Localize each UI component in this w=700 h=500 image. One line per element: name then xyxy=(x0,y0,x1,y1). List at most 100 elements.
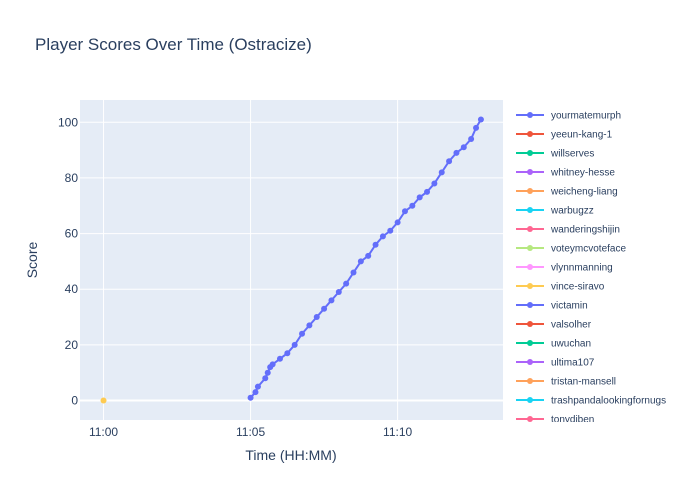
legend-label: wanderingshijin xyxy=(550,225,620,236)
grid-lines xyxy=(80,100,503,420)
legend-swatch-marker xyxy=(527,397,533,403)
y-tick-label: 40 xyxy=(65,282,79,296)
legend-item-ultima107[interactable]: ultima107 xyxy=(516,358,595,369)
data-point-yourmatemurph xyxy=(264,369,271,376)
data-point-yourmatemurph xyxy=(431,180,438,187)
legend-label: trashpandalookingfornugs xyxy=(551,396,666,407)
legend-item-weicheng-liang[interactable]: weicheng-liang xyxy=(516,187,618,198)
data-point-yourmatemurph xyxy=(252,389,259,396)
x-tick-label: 11:10 xyxy=(383,425,412,439)
data-point-yourmatemurph xyxy=(291,341,298,348)
legend-swatch-marker xyxy=(527,340,533,346)
data-point-yourmatemurph xyxy=(350,269,357,276)
y-axis-ticks: 0 20 40 60 80 100 xyxy=(58,115,78,407)
legend-item-trashpandalookingfornugs[interactable]: trashpandalookingfornugs xyxy=(516,396,666,407)
y-tick-label: 80 xyxy=(65,171,79,185)
data-point-yourmatemurph xyxy=(468,135,475,142)
data-point-yourmatemurph xyxy=(394,219,401,226)
data-point-yourmatemurph xyxy=(335,289,342,295)
legend-label: weicheng-liang xyxy=(550,187,618,198)
legend-label: vlynnmanning xyxy=(551,263,613,274)
legend-item-victamin[interactable]: victamin xyxy=(516,301,588,312)
legend-item-uwuchan[interactable]: uwuchan xyxy=(516,339,591,350)
legend-swatch-marker xyxy=(527,378,533,384)
legend-label: valsolher xyxy=(551,320,592,331)
data-point-yourmatemurph xyxy=(306,322,313,329)
data-point-yourmatemurph xyxy=(328,297,335,304)
y-tick-label: 0 xyxy=(71,394,78,408)
y-tick-label: 100 xyxy=(58,115,78,129)
legend-swatch-marker xyxy=(527,150,533,156)
legend-label: uwuchan xyxy=(551,339,591,350)
legend-item-warbugzz[interactable]: warbugzz xyxy=(516,206,594,217)
data-point-yourmatemurph xyxy=(276,355,283,362)
legend-swatch-marker xyxy=(527,207,533,213)
x-axis-ticks: 11:00 11:05 11:10 xyxy=(89,425,413,439)
data-point-yourmatemurph xyxy=(473,124,480,131)
legend[interactable]: yourmatemurph yeeun-kang-1 willserves whitn… xyxy=(516,111,666,426)
legend-swatch-marker xyxy=(527,245,533,251)
legend-item-valsolher[interactable]: valsolher xyxy=(516,320,592,331)
plot-area xyxy=(80,100,503,420)
data-point-yourmatemurph xyxy=(424,188,431,195)
y-tick-label: 60 xyxy=(65,227,79,241)
legend-item-tristan-mansell[interactable]: tristan-mansell xyxy=(516,377,616,388)
data-point-yourmatemurph xyxy=(438,169,445,176)
legend-item-willserves[interactable]: willserves xyxy=(516,149,594,160)
legend-swatch-marker xyxy=(527,131,533,137)
data-point-yourmatemurph xyxy=(372,241,379,248)
data-point-vince-siravo xyxy=(100,397,107,404)
data-point-yourmatemurph xyxy=(357,258,364,265)
legend-swatch-marker xyxy=(527,188,533,194)
legend-label: whitney-hesse xyxy=(550,168,615,179)
data-point-yourmatemurph xyxy=(379,233,386,240)
data-point-yourmatemurph xyxy=(269,361,276,368)
legend-label: victamin xyxy=(551,301,588,312)
legend-label: ultima107 xyxy=(551,358,595,369)
data-point-yourmatemurph xyxy=(254,383,261,390)
legend-label: yourmatemurph xyxy=(551,111,621,122)
legend-item-whitney-hesse[interactable]: whitney-hesse xyxy=(516,168,615,179)
legend-swatch-marker xyxy=(527,169,533,175)
legend-label: willserves xyxy=(550,149,594,160)
legend-label: tristan-mansell xyxy=(551,377,616,388)
legend-swatch-marker xyxy=(527,359,533,365)
data-point-yourmatemurph xyxy=(321,305,328,312)
legend-swatch-marker xyxy=(527,302,533,308)
legend-swatch-marker xyxy=(527,321,533,327)
legend-item-wanderingshijin[interactable]: wanderingshijin xyxy=(516,225,620,236)
data-point-yourmatemurph xyxy=(247,394,254,401)
data-point-yourmatemurph xyxy=(343,280,350,287)
chart-title: Player Scores Over Time (Ostracize) xyxy=(35,35,312,54)
legend-item-vlynnmanning[interactable]: vlynnmanning xyxy=(516,263,613,274)
legend-label: tonydiben xyxy=(551,415,594,426)
y-tick-label: 20 xyxy=(65,338,79,352)
data-point-yourmatemurph xyxy=(453,149,460,156)
series-layer xyxy=(100,116,484,404)
legend-item-voteymcvoteface[interactable]: voteymcvoteface xyxy=(516,244,626,255)
x-tick-label: 11:05 xyxy=(236,425,265,439)
data-point-yourmatemurph xyxy=(365,252,372,259)
data-point-yourmatemurph xyxy=(387,227,394,234)
legend-label: yeeun-kang-1 xyxy=(551,130,613,141)
x-axis-title: Time (HH:MM) xyxy=(245,447,336,463)
data-point-yourmatemurph xyxy=(284,350,291,357)
legend-label: voteymcvoteface xyxy=(551,244,626,255)
data-point-yourmatemurph xyxy=(299,330,306,337)
y-axis-title: Score xyxy=(24,242,40,279)
legend-label: warbugzz xyxy=(550,206,594,217)
data-point-yourmatemurph xyxy=(409,202,416,209)
legend-label: vince-siravo xyxy=(551,282,605,293)
legend-item-vince-siravo[interactable]: vince-siravo xyxy=(516,282,605,293)
legend-item-tonydiben[interactable]: tonydiben xyxy=(516,415,594,426)
legend-swatch-marker xyxy=(527,226,533,232)
legend-item-yeeun-kang-1[interactable]: yeeun-kang-1 xyxy=(516,130,613,141)
legend-swatch-marker xyxy=(527,283,533,289)
legend-swatch-marker xyxy=(527,416,533,422)
legend-item-yourmatemurph[interactable]: yourmatemurph xyxy=(516,111,621,122)
data-point-yourmatemurph xyxy=(262,375,269,382)
legend-swatch-marker xyxy=(527,112,533,118)
data-point-yourmatemurph xyxy=(446,158,453,165)
